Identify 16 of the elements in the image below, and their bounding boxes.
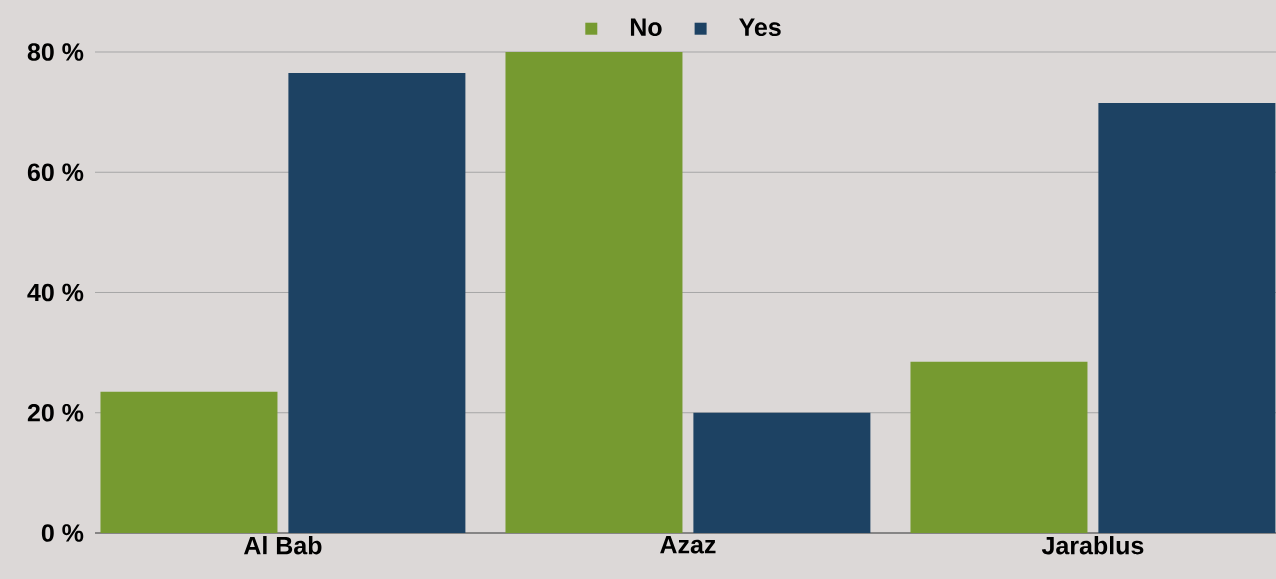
y-tick-label: 80 % xyxy=(27,43,84,61)
y-tick-label: 0 % xyxy=(41,524,84,542)
legend-label: Yes xyxy=(739,18,781,37)
bar xyxy=(1098,103,1276,533)
y-tick-label: 40 % xyxy=(27,283,84,302)
y-tick-label: 20 % xyxy=(27,403,84,422)
bar xyxy=(910,361,1088,533)
x-tick-label: Jarablus xyxy=(1041,536,1144,555)
x-tick-label: Azaz xyxy=(660,536,716,554)
y-tick-label: 60 % xyxy=(27,163,84,182)
bar xyxy=(100,391,278,533)
bar xyxy=(505,52,683,533)
bar xyxy=(288,73,466,533)
bar xyxy=(693,412,871,533)
x-tick-label: Al Bab xyxy=(243,536,322,555)
legend-label: No xyxy=(630,18,662,37)
